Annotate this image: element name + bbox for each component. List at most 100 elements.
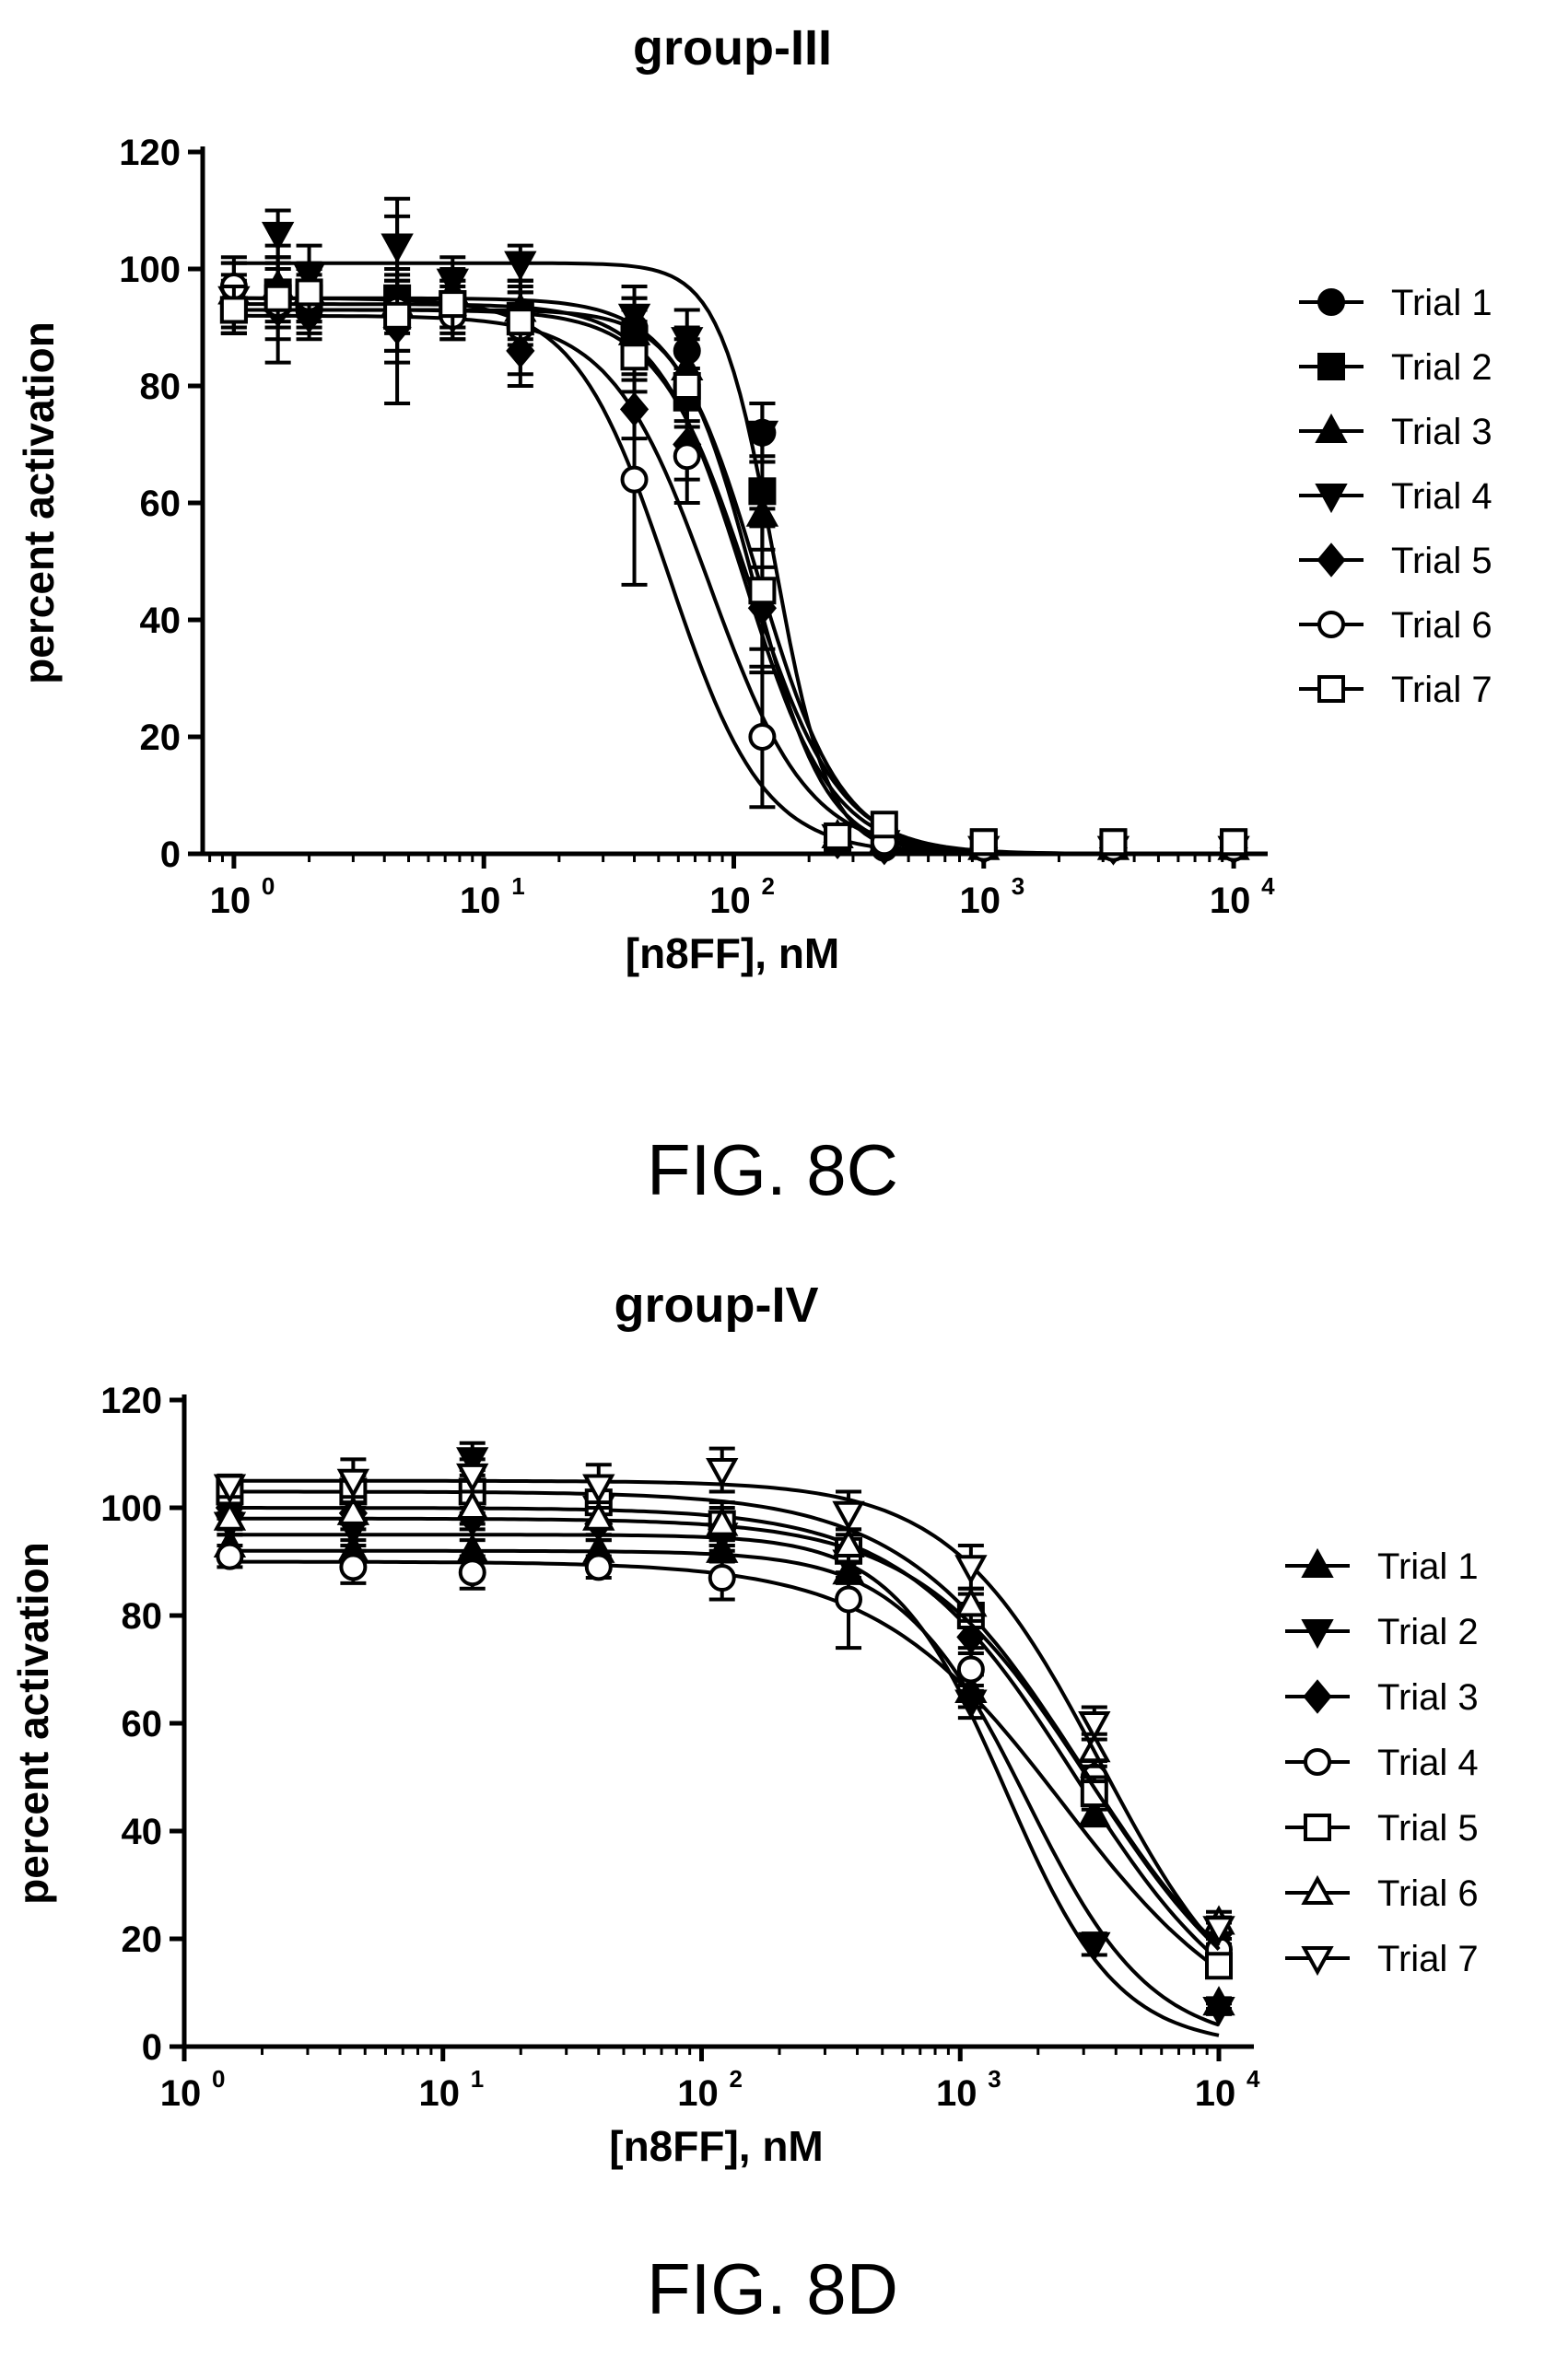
data-point bbox=[439, 290, 467, 319]
legend-label: Trial 4 bbox=[1391, 476, 1492, 517]
legend-marker bbox=[1301, 1874, 1334, 1906]
data-point bbox=[673, 372, 701, 400]
fit-curve bbox=[233, 302, 1235, 856]
data-point bbox=[584, 1553, 613, 1581]
fit-curve bbox=[233, 313, 1235, 856]
legend-item-6: Trial 6 bbox=[1285, 1873, 1479, 1914]
y-tick-label: 80 bbox=[122, 1596, 163, 1637]
legend-item-5: Trial 5 bbox=[1299, 541, 1492, 581]
data-point bbox=[870, 811, 898, 839]
series-4 bbox=[216, 1542, 1234, 1971]
fit-curve bbox=[233, 308, 1235, 856]
y-tick-label: 40 bbox=[122, 1812, 163, 1852]
fit-curve bbox=[229, 1478, 1221, 1951]
data-point bbox=[456, 1463, 489, 1494]
y-tick-label: 0 bbox=[160, 834, 181, 875]
figure-caption-8c: FIG. 8C bbox=[646, 1129, 899, 1210]
x-tick-exponent: 2 bbox=[730, 2065, 743, 2093]
fit-curve bbox=[233, 296, 1235, 856]
x-tick-exponent: 0 bbox=[212, 2065, 225, 2093]
legend-marker bbox=[1317, 675, 1345, 703]
data-point bbox=[1099, 828, 1128, 857]
data-point bbox=[295, 278, 323, 307]
data-point bbox=[706, 1458, 739, 1488]
data-point bbox=[969, 828, 998, 857]
legend-label: Trial 7 bbox=[1377, 1939, 1479, 1979]
y-tick-label: 40 bbox=[140, 601, 181, 641]
legend-label: Trial 3 bbox=[1377, 1677, 1479, 1718]
fit-curve bbox=[233, 261, 1235, 856]
legend-label: Trial 2 bbox=[1391, 347, 1492, 388]
series-2 bbox=[219, 261, 1248, 857]
legend-item-2: Trial 2 bbox=[1285, 1612, 1479, 1652]
legend-label: Trial 1 bbox=[1391, 283, 1492, 323]
x-axis-label: [n8FF], nM bbox=[626, 929, 840, 977]
x-tick-exponent: 4 bbox=[1247, 2065, 1260, 2093]
data-point bbox=[708, 1564, 736, 1592]
data-point bbox=[832, 1500, 865, 1531]
x-axis-label: [n8FF], nM bbox=[609, 2122, 824, 2170]
data-point bbox=[1202, 1997, 1235, 2027]
data-point bbox=[832, 1527, 865, 1558]
legend-item-3: Trial 3 bbox=[1299, 412, 1492, 452]
legend-marker bbox=[1317, 611, 1345, 638]
data-point bbox=[582, 1474, 615, 1504]
data-point bbox=[673, 442, 701, 471]
x-tick-exponent: 3 bbox=[988, 2065, 1001, 2093]
legend-label: Trial 6 bbox=[1377, 1873, 1479, 1914]
x-tick-exponent: 0 bbox=[262, 872, 275, 900]
figure-caption-8d: FIG. 8D bbox=[646, 2248, 899, 2329]
legend-marker bbox=[1317, 353, 1345, 380]
data-point bbox=[1078, 1710, 1111, 1742]
y-axis-label: percent activation bbox=[9, 1542, 57, 1905]
legend-label: Trial 4 bbox=[1377, 1743, 1479, 1783]
legend-label: Trial 3 bbox=[1391, 412, 1492, 452]
series-1 bbox=[213, 1527, 1235, 2027]
data-point bbox=[706, 1506, 739, 1536]
legend-item-4: Trial 4 bbox=[1299, 476, 1492, 517]
y-tick-label: 60 bbox=[140, 484, 181, 524]
data-point bbox=[745, 420, 779, 450]
legend-label: Trial 6 bbox=[1391, 605, 1492, 646]
x-tick-label: 10 bbox=[709, 881, 751, 921]
legend-marker bbox=[1301, 1618, 1334, 1650]
data-point bbox=[617, 303, 651, 333]
legend-marker bbox=[1301, 1547, 1334, 1579]
data-point bbox=[339, 1553, 368, 1581]
data-point bbox=[824, 822, 852, 850]
legend-label: Trial 5 bbox=[1391, 541, 1492, 581]
y-tick-label: 60 bbox=[122, 1704, 163, 1744]
legend-item-1: Trial 1 bbox=[1299, 283, 1492, 323]
fit-curve bbox=[229, 1548, 1220, 2027]
chart-title: group-III bbox=[633, 20, 832, 76]
series-3 bbox=[217, 255, 1250, 860]
legend-marker bbox=[1317, 542, 1346, 578]
fit-curve bbox=[233, 308, 1235, 856]
legend-item-7: Trial 7 bbox=[1285, 1939, 1479, 1979]
data-point bbox=[456, 1489, 489, 1521]
data-point bbox=[458, 1558, 486, 1587]
y-tick-label: 20 bbox=[140, 718, 181, 758]
legend-item-3: Trial 3 bbox=[1285, 1677, 1479, 1718]
data-point bbox=[748, 577, 777, 605]
data-point bbox=[954, 1555, 988, 1585]
data-point bbox=[336, 1495, 370, 1525]
legend-marker bbox=[1301, 1945, 1334, 1977]
x-tick-label: 10 bbox=[460, 881, 501, 921]
legend-label: Trial 5 bbox=[1377, 1808, 1479, 1849]
data-point bbox=[213, 1474, 247, 1504]
legend-item-6: Trial 6 bbox=[1299, 605, 1492, 646]
legend-marker bbox=[1315, 413, 1348, 444]
x-tick-label: 10 bbox=[419, 2073, 461, 2114]
legend-label: Trial 1 bbox=[1377, 1546, 1479, 1587]
x-tick-label: 10 bbox=[1195, 2073, 1236, 2114]
x-tick-label: 10 bbox=[1210, 881, 1251, 921]
y-tick-label: 80 bbox=[140, 367, 181, 407]
legend-item-4: Trial 4 bbox=[1285, 1743, 1479, 1783]
y-tick-label: 100 bbox=[119, 250, 181, 290]
series-7 bbox=[219, 261, 1248, 857]
chart-title: group-IV bbox=[614, 1278, 819, 1333]
